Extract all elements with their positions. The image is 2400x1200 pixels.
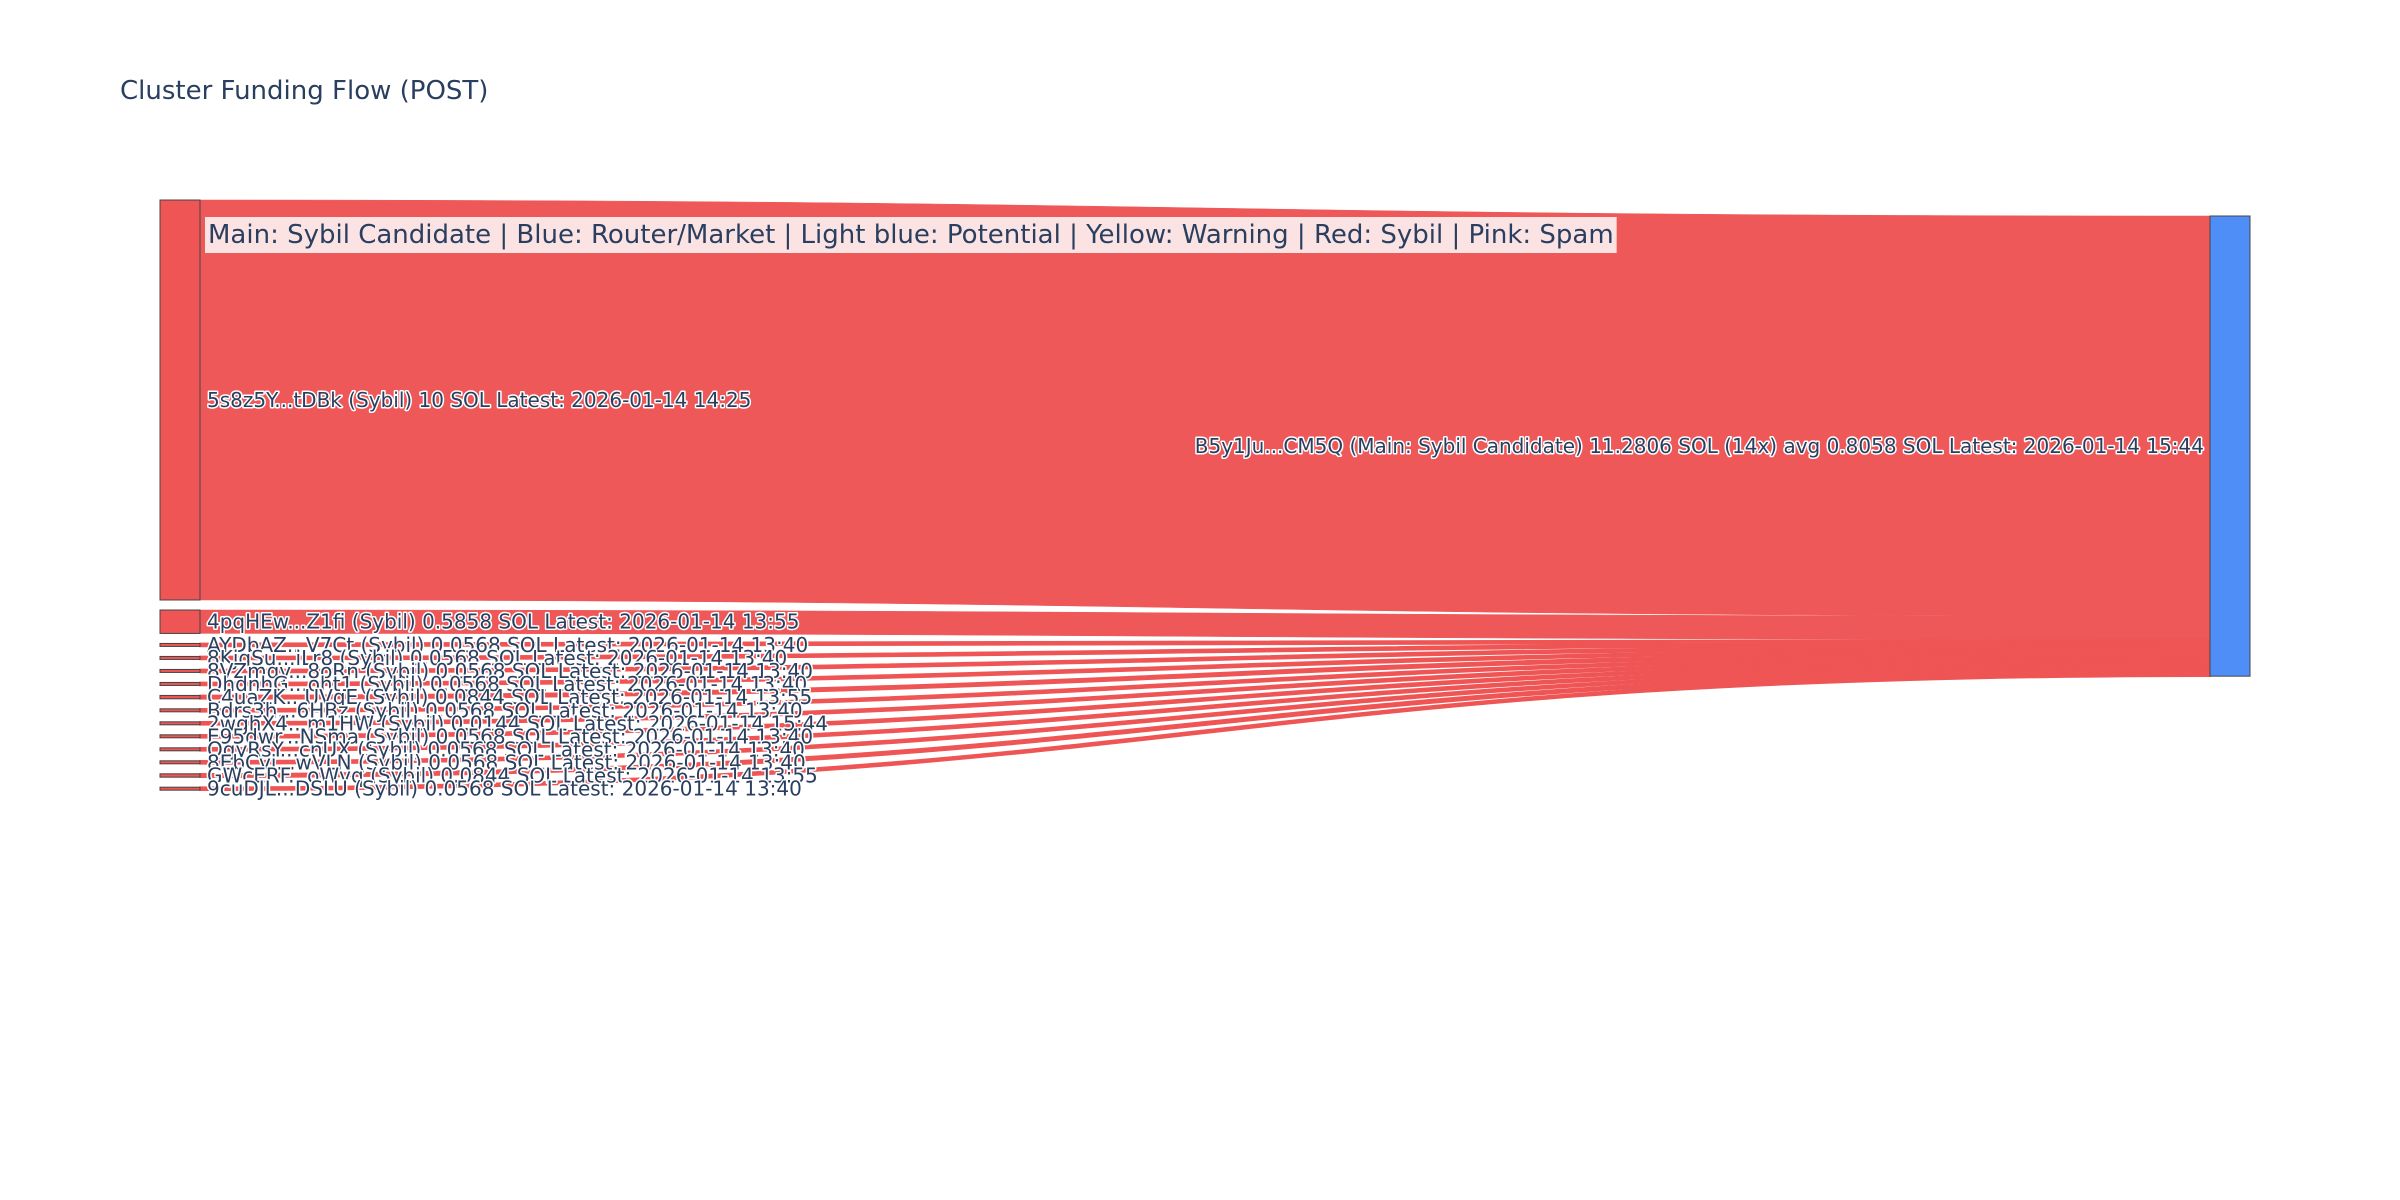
source-label-9: 2wghX4...m1HW (Sybil) 0.0144 SOL Latest:…: [207, 711, 828, 735]
source-node-2[interactable]: [159, 609, 201, 634]
links-group: [199, 199, 2211, 791]
target-label: B5y1Ju...CM5Q (Main: Sybil Candidate) 11…: [1195, 434, 2204, 458]
source-node-3[interactable]: [159, 642, 201, 647]
source-node-7[interactable]: [159, 694, 201, 700]
source-label-13: GWcERF...oWvq (Sybil) 0.0844 SOL Latest:…: [207, 763, 818, 787]
source-node-4[interactable]: [159, 655, 201, 660]
source-label-12: 8EbCvi...wVLN (Sybil) 0.0568 SOL Latest:…: [207, 750, 806, 774]
source-label-5: 8VZmqy...8oRn (Sybil) 0.0568 SOL Latest:…: [207, 659, 813, 683]
chart-title: Cluster Funding Flow (POST): [120, 76, 488, 106]
nodes-group: [159, 199, 2251, 791]
source-node-9[interactable]: [159, 721, 201, 726]
source-label-8: Bdrs3h...6HBz (Sybil) 0.0568 SOL Latest:…: [207, 698, 803, 722]
source-node-12[interactable]: [159, 760, 201, 765]
source-label-7: C4uaZK...UVqE (Sybil) 0.0844 SOL Latest:…: [207, 685, 812, 709]
source-label-4: 8KjqSu...iLr8 (Sybil) 0.0568 SOL Latest:…: [207, 646, 787, 670]
source-node-6[interactable]: [159, 681, 201, 686]
source-label-6: DhdnhG...oht1 (Sybil) 0.0568 SOL Latest:…: [207, 672, 807, 696]
source-label-14: 9cuDJL...DSLU (Sybil) 0.0568 SOL Latest:…: [207, 777, 802, 801]
source-node-11[interactable]: [159, 747, 201, 752]
source-label-11: QgyRsY...cnUX (Sybil) 0.0568 SOL Latest:…: [207, 737, 805, 761]
legend-group: Main: Sybil Candidate | Blue: Router/Mar…: [205, 217, 1617, 253]
target-node[interactable]: [2209, 215, 2251, 677]
source-label-10: E95dwr...NSma (Sybil) 0.0568 SOL Latest:…: [207, 724, 813, 748]
source-node-10[interactable]: [159, 734, 201, 739]
source-node-13[interactable]: [159, 773, 201, 778]
source-label-1: 5s8z5Y...tDBk (Sybil) 10 SOL Latest: 202…: [207, 388, 751, 412]
source-label-2: 4pqHEw...Z1fi (Sybil) 0.5858 SOL Latest:…: [207, 610, 799, 634]
source-node-8[interactable]: [159, 708, 201, 713]
source-label-3: AYDbAZ...V7Ct (Sybil) 0.0568 SOL Latest:…: [207, 633, 808, 657]
source-node-14[interactable]: [159, 786, 201, 791]
source-node-1[interactable]: [159, 199, 201, 601]
labels-group: 5s8z5Y...tDBk (Sybil) 10 SOL Latest: 202…: [206, 387, 2206, 803]
source-node-5[interactable]: [159, 668, 201, 673]
legend-note: Main: Sybil Candidate | Blue: Router/Mar…: [208, 220, 1614, 250]
legend-background: [205, 217, 1617, 253]
